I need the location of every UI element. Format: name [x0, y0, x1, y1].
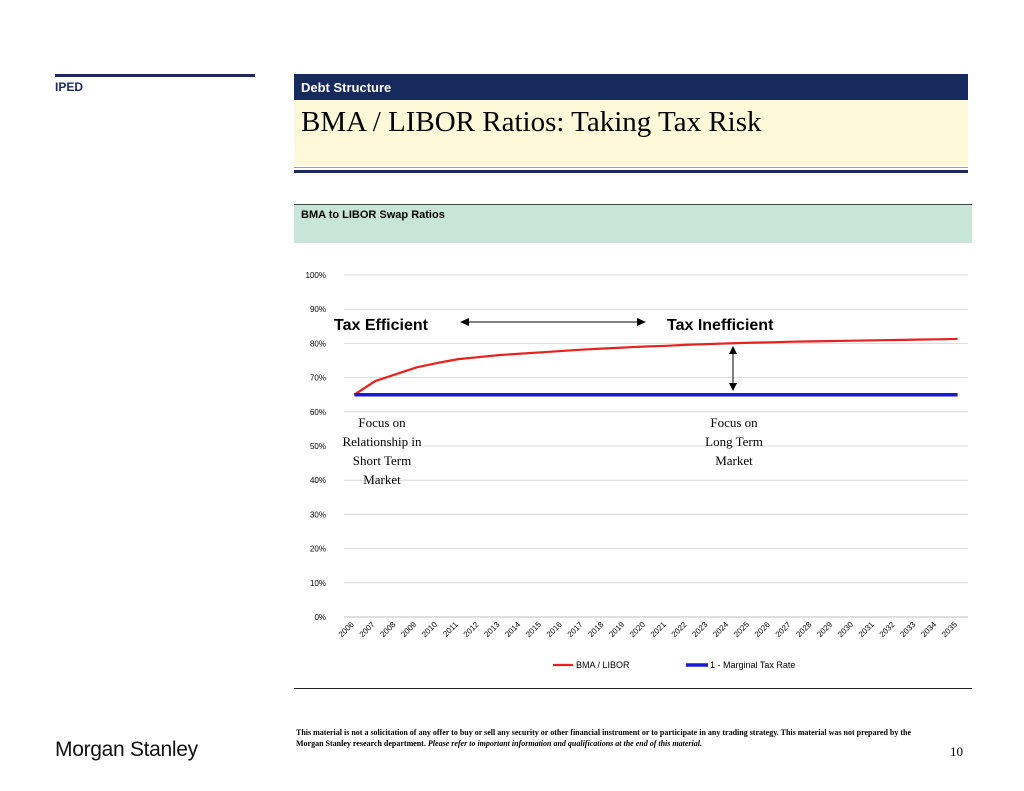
- x-tick-label: 2023: [690, 620, 709, 639]
- right-note-line: Focus on: [710, 415, 758, 430]
- disclaimer: This material is not a solicitation of a…: [296, 727, 936, 749]
- x-tick-label: 2028: [794, 620, 813, 639]
- x-axis-labels: 2006 2007 2008 2009 2010 2011 2012 2013 2014 2015…: [337, 620, 960, 639]
- tax-inefficient-label: Tax Inefficient: [667, 317, 774, 334]
- x-tick-label: 2012: [462, 620, 481, 639]
- page-title: BMA / LIBOR Ratios: Taking Tax Risk: [301, 106, 762, 138]
- arrowhead-right: [637, 318, 646, 326]
- y-tick-label: 70%: [310, 374, 326, 383]
- arrowhead-left: [460, 318, 469, 326]
- right-note-line: Market: [715, 453, 753, 468]
- x-tick-label: 2019: [607, 620, 626, 639]
- chart-header-band: [294, 204, 972, 243]
- y-axis-labels: 0% 10% 20% 30% 40% 50% 60% 70% 80% 90% 100%: [306, 271, 326, 622]
- x-tick-label: 2031: [857, 620, 876, 639]
- division-rule: [55, 74, 255, 77]
- section-label: Debt Structure: [301, 80, 392, 95]
- x-tick-label: 2022: [670, 620, 689, 639]
- title-band: [294, 100, 968, 166]
- x-tick-label: 2010: [420, 620, 439, 639]
- chart-header-label: BMA to LIBOR Swap Ratios: [301, 209, 445, 221]
- spread-arrowhead-down: [729, 383, 737, 391]
- x-tick-label: 2016: [545, 620, 564, 639]
- y-tick-label: 10%: [310, 579, 326, 588]
- title-rule-thick: [294, 170, 968, 173]
- grid-layer: [344, 274, 968, 618]
- bottom-rule: [294, 688, 972, 689]
- x-tick-label: 2026: [753, 620, 772, 639]
- tax-efficient-label: Tax Efficient: [334, 317, 429, 334]
- x-tick-label: 2007: [358, 620, 377, 639]
- left-note-line: Market: [363, 472, 401, 487]
- x-tick-label: 2017: [566, 620, 585, 639]
- x-tick-label: 2030: [836, 620, 855, 639]
- x-tick-label: 2011: [441, 620, 460, 639]
- x-tick-label: 2013: [482, 620, 501, 639]
- y-tick-label: 40%: [310, 476, 326, 485]
- y-tick-label: 20%: [310, 545, 326, 554]
- y-tick-label: 100%: [306, 271, 326, 280]
- x-tick-label: 2018: [586, 620, 605, 639]
- x-tick-label: 2035: [940, 620, 959, 639]
- division-label: IPED: [55, 80, 84, 94]
- x-tick-label: 2020: [628, 620, 647, 639]
- x-tick-label: 2027: [774, 620, 793, 639]
- x-tick-label: 2034: [919, 620, 938, 639]
- x-tick-label: 2025: [732, 620, 751, 639]
- series-layer: [353, 337, 958, 397]
- left-note-line: Short Term: [353, 453, 411, 468]
- page-number: 10: [950, 744, 963, 759]
- x-tick-label: 2015: [524, 620, 543, 639]
- disclaimer-italic: Please refer to important information an…: [427, 739, 702, 748]
- y-tick-label: 60%: [310, 408, 326, 417]
- y-tick-label: 80%: [310, 339, 326, 348]
- x-tick-label: 2029: [815, 620, 834, 639]
- spread-arrowhead-up: [729, 346, 737, 354]
- y-tick-label: 30%: [310, 510, 326, 519]
- line-chart: 0%10%20%30%40%50%60%70%80%90%100% 2006 20…: [306, 271, 968, 670]
- left-note-line: Relationship in: [342, 434, 422, 449]
- title-rule-thin: [294, 167, 968, 168]
- y-tick-label: 50%: [310, 442, 326, 451]
- legend-label-bma-libor: BMA / LIBOR: [576, 660, 630, 670]
- legend-label-marginal-tax-rate: 1 - Marginal Tax Rate: [710, 660, 795, 670]
- x-tick-label: 2009: [399, 620, 418, 639]
- left-note-line: Focus on: [358, 415, 406, 430]
- x-tick-label: 2024: [711, 620, 730, 639]
- x-tick-label: 2032: [878, 620, 897, 639]
- annotation-layer: Tax Efficient Tax Inefficient Focus on Rela…: [334, 317, 774, 487]
- disclaimer-bold: This material is not a solicitation of a…: [296, 728, 912, 748]
- section-bar: [294, 74, 968, 100]
- y-tick-label: 90%: [310, 305, 326, 314]
- company-logo: Morgan Stanley: [55, 738, 198, 761]
- right-note-line: Long Term: [705, 434, 763, 449]
- x-tick-label: 2006: [337, 620, 356, 639]
- x-tick-label: 2033: [898, 620, 917, 639]
- x-tick-label: 2014: [503, 620, 522, 639]
- y-tick-label: 0%: [314, 613, 326, 622]
- legend: BMA / LIBOR 1 - Marginal Tax Rate: [553, 660, 795, 670]
- series-line-bma-libor: [353, 337, 958, 396]
- x-tick-label: 2008: [378, 620, 397, 639]
- x-tick-label: 2021: [649, 620, 668, 639]
